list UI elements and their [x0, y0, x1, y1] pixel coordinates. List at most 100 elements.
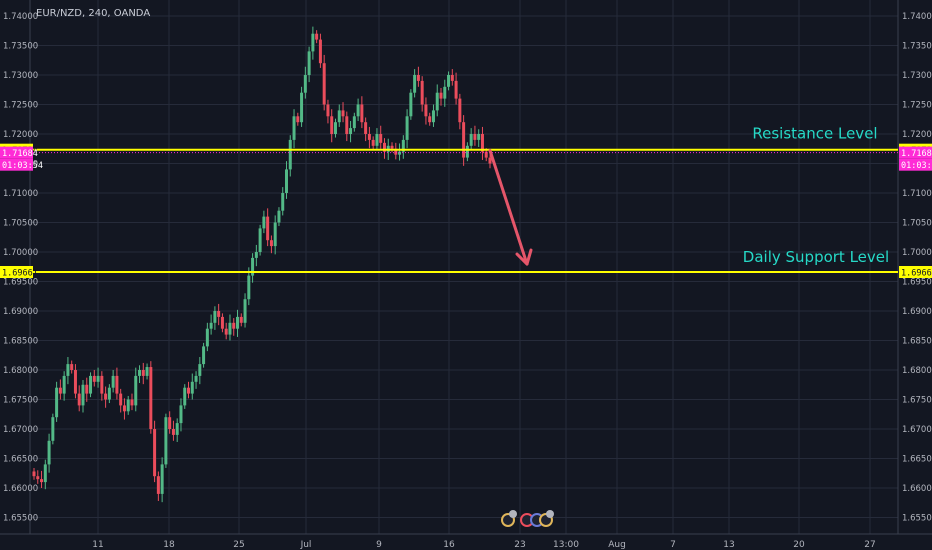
x-tick-label: 13:00 [553, 540, 579, 550]
y-tick-label-right: 1.67000 [902, 425, 932, 435]
event-count-badge-icon [509, 510, 517, 518]
candle-body [375, 134, 379, 146]
candle-body [262, 216, 266, 229]
candle-body [296, 116, 300, 123]
candle-body [111, 375, 115, 388]
price-tag-bg [0, 146, 33, 159]
candle-body [413, 75, 417, 93]
x-tick-label: 27 [864, 540, 875, 550]
candle-body [149, 367, 153, 429]
y-tick-label-left: 1.66000 [3, 484, 38, 494]
candle-body [247, 275, 251, 300]
candle-body [115, 375, 119, 394]
y-tick-label-right: 1.66500 [902, 455, 932, 465]
candle-body [277, 210, 281, 223]
y-tick-label-right: 1.68000 [902, 366, 932, 376]
candle-body [349, 128, 353, 134]
price-tag-right: 1.71684 [901, 149, 932, 159]
y-tick-label-left: 1.74000 [3, 12, 38, 22]
x-tick-label: 13 [723, 540, 734, 550]
candle-body [62, 375, 66, 394]
candle-body [100, 375, 104, 394]
candle-body [81, 384, 85, 406]
candle-body [318, 39, 322, 64]
candle-body [420, 80, 424, 105]
y-tick-label-right: 1.74000 [902, 12, 932, 22]
candle-body [104, 393, 108, 400]
y-tick-label-right: 1.68500 [902, 337, 932, 347]
y-tick-label-right: 1.70500 [902, 219, 932, 229]
candle-body [153, 429, 157, 477]
candle-body [47, 440, 51, 465]
candle-body [428, 116, 432, 123]
candle-body [145, 367, 149, 376]
candle-body [405, 116, 409, 140]
candle-body [236, 316, 240, 329]
candle-body [371, 139, 375, 146]
y-tick-label-right: 1.72000 [902, 130, 932, 140]
price-tag-left: 01:03:54 [2, 161, 43, 171]
candle-body [92, 375, 96, 382]
x-tick-label: 11 [92, 540, 103, 550]
candle-body [55, 387, 59, 418]
candle-body [43, 464, 47, 483]
candle-body [398, 151, 402, 155]
candle-body [122, 405, 126, 412]
y-tick-label-left: 1.67500 [3, 396, 38, 406]
candle-body [435, 92, 439, 111]
candle-body [213, 311, 217, 323]
candle-body [284, 169, 288, 193]
candle-body [462, 122, 466, 158]
candle-body [141, 370, 145, 376]
candle-body [205, 328, 209, 347]
y-tick-label-right: 1.67500 [902, 396, 932, 406]
candle-body [89, 375, 93, 394]
y-tick-label-left: 1.72000 [3, 130, 38, 140]
candle-body [439, 92, 443, 99]
candle-body [454, 80, 458, 99]
candle-body [330, 116, 334, 134]
y-tick-label-left: 1.65500 [3, 514, 38, 524]
candle-body [345, 116, 349, 134]
candle-body [202, 346, 206, 365]
candle-body [352, 116, 356, 129]
candle-body [183, 387, 187, 406]
y-tick-label-right: 1.72500 [902, 101, 932, 111]
y-tick-label-left: 1.66500 [3, 455, 38, 465]
candle-body [337, 110, 341, 123]
candle-body [194, 375, 198, 382]
candle-body [458, 98, 462, 123]
candle-body [307, 51, 311, 75]
candle-body [367, 134, 371, 140]
y-tick-label-left: 1.71000 [3, 189, 38, 199]
price-tag-right: 01:03:54 [901, 161, 932, 171]
price-tag-bg [0, 158, 33, 171]
candle-body [40, 479, 44, 483]
candle-body [409, 92, 413, 117]
candle-body [390, 145, 394, 149]
candle-body [198, 364, 202, 376]
candle-body [51, 417, 55, 441]
candle-body [107, 387, 111, 400]
candle-body [480, 134, 484, 152]
candle-body [232, 322, 236, 329]
price-tag-bg [899, 158, 932, 171]
y-tick-label-right: 1.70000 [902, 248, 932, 258]
candle-body [382, 142, 386, 152]
candle-body [303, 75, 307, 93]
candle-body [126, 399, 130, 412]
candle-body [465, 145, 469, 158]
candle-body [326, 104, 330, 117]
candle-body [401, 139, 405, 152]
x-tick-label: 16 [443, 540, 455, 550]
candle-body [32, 471, 36, 477]
x-tick-label: Jul [300, 540, 312, 550]
candle-body [96, 375, 100, 382]
candle-body [379, 134, 383, 143]
candle-body [292, 116, 296, 140]
symbol-title: EUR/NZD, 240, OANDA [36, 8, 151, 19]
candle-body [224, 328, 228, 335]
candle-body [171, 429, 175, 435]
candle-body [477, 134, 481, 140]
